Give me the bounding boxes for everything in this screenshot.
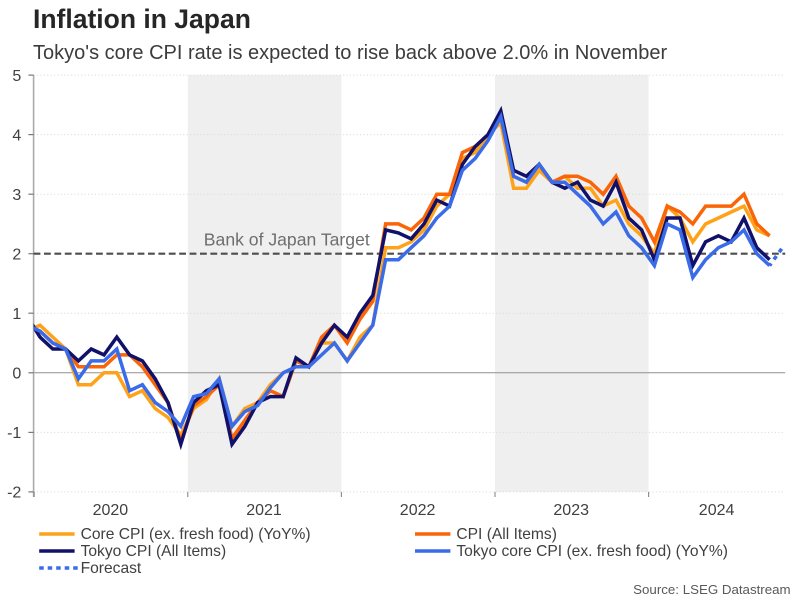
- svg-text:Forecast: Forecast: [81, 560, 142, 577]
- svg-text:5: 5: [12, 68, 21, 85]
- svg-text:2022: 2022: [400, 502, 436, 519]
- svg-text:-1: -1: [7, 425, 21, 442]
- svg-text:CPI (All Items): CPI (All Items): [456, 526, 557, 543]
- svg-text:2024: 2024: [699, 502, 735, 519]
- svg-text:2: 2: [12, 247, 21, 264]
- svg-text:Core CPI (ex. fresh food) (YoY: Core CPI (ex. fresh food) (YoY%): [81, 526, 311, 543]
- svg-text:3: 3: [12, 187, 21, 204]
- svg-text:Source: LSEG Datastream: Source: LSEG Datastream: [633, 582, 790, 597]
- svg-text:-2: -2: [7, 485, 21, 502]
- svg-text:Bank of Japan Target: Bank of Japan Target: [204, 230, 370, 250]
- svg-text:0: 0: [12, 366, 21, 383]
- svg-text:2023: 2023: [553, 502, 589, 519]
- svg-text:1: 1: [12, 306, 21, 323]
- svg-text:4: 4: [12, 127, 21, 144]
- svg-text:Tokyo CPI (All Items): Tokyo CPI (All Items): [81, 543, 227, 560]
- svg-text:Tokyo's core CPI rate is expec: Tokyo's core CPI rate is expected to ris…: [33, 42, 667, 64]
- svg-text:2020: 2020: [93, 502, 129, 519]
- svg-text:2021: 2021: [246, 502, 282, 519]
- svg-text:Tokyo core CPI (ex. fresh food: Tokyo core CPI (ex. fresh food) (YoY%): [456, 543, 728, 560]
- svg-text:Inflation in Japan: Inflation in Japan: [33, 4, 251, 34]
